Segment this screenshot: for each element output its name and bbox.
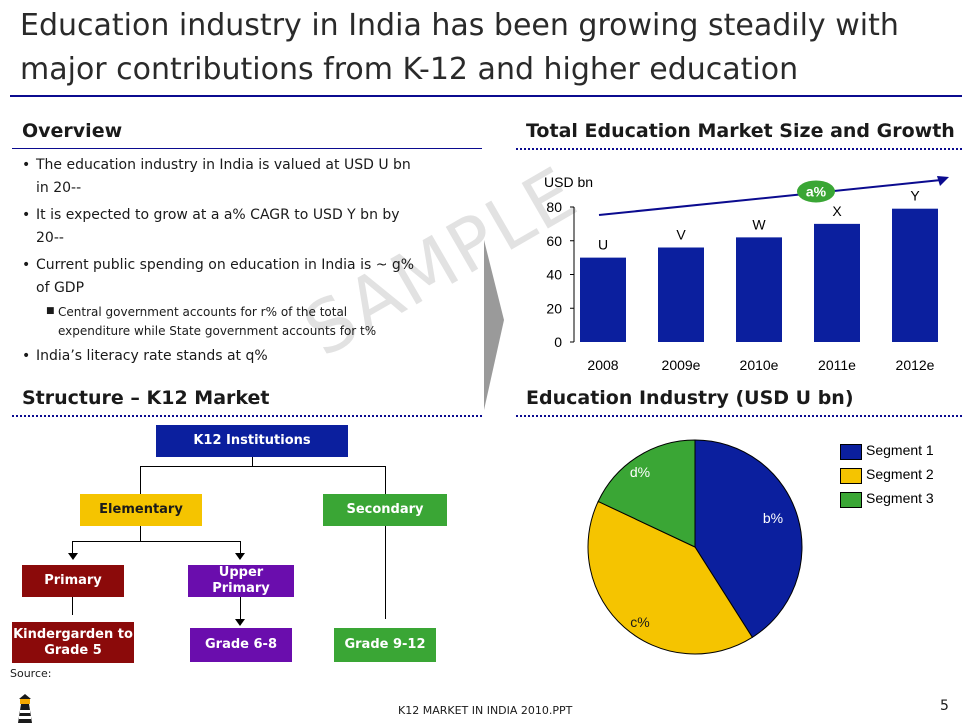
bullet-text-cont: of GDP [36, 280, 85, 296]
growth-arrowhead [937, 176, 949, 186]
overview-heading: Overview [22, 120, 123, 142]
legend-swatch-segment-2 [840, 468, 862, 484]
upper-primary-label: Upper Primary [212, 565, 270, 596]
sub-bullet-text-cont: expenditure while State government accou… [58, 324, 377, 338]
section-arrow [484, 240, 504, 410]
pie-slice [597, 439, 696, 548]
bullet-text: Current public spending on education in … [36, 257, 415, 273]
connector [72, 541, 241, 542]
k12-institutions-label: K12 Institutions [193, 433, 311, 448]
y-tick-label: 80 [546, 199, 562, 215]
bar [814, 223, 860, 342]
bar-data-label: V [676, 227, 686, 243]
legend-label: Segment 1 [866, 442, 934, 458]
title-rule [10, 95, 962, 97]
legend-swatch-segment-3 [840, 492, 862, 508]
y-tick-label: 40 [546, 267, 562, 283]
legend-label: Segment 2 [866, 466, 934, 482]
bullet-text: It is expected to grow at a a% CAGR to U… [36, 207, 400, 223]
bar-data-label: X [832, 203, 842, 219]
connector [240, 597, 241, 619]
bullet-text-cont: in 20-- [36, 180, 82, 196]
secondary-box: Secondary [323, 494, 447, 526]
page-title: Education industry in India has been gro… [20, 8, 899, 87]
overview-bullet: • It is expected to grow at a a% CAGR to… [22, 204, 462, 254]
overview-bullet: • India’s literacy rate stands at q% [22, 345, 462, 370]
elementary-box: Elementary [80, 494, 202, 526]
footer-file-name: K12 MARKET IN INDIA 2010.PPT [398, 704, 573, 717]
k12-institutions-box: K12 Institutions [156, 425, 348, 457]
upper-primary-box: Upper Primary [188, 565, 294, 597]
market-chart-divider [516, 148, 962, 150]
overview-bullet: • The education industry in India is val… [22, 154, 462, 204]
pie-legend: Segment 1 Segment 2 Segment 3 [836, 440, 966, 520]
y-tick-label: 0 [554, 334, 562, 350]
overview-divider [12, 148, 482, 149]
industry-chart-heading: Education Industry (USD U bn) [526, 387, 854, 409]
elementary-label: Elementary [99, 502, 183, 517]
overview-sub-bullet: ■ Central government accounts for r% of … [46, 303, 466, 343]
pie-slice [694, 439, 803, 639]
y-axis-label: USD bn [544, 174, 593, 190]
bar [892, 208, 938, 342]
pie-slice [587, 500, 754, 655]
primary-box: Primary [22, 565, 124, 597]
kindergarden-label-line1: Kindergarden to [13, 626, 133, 642]
legend-label: Segment 3 [866, 490, 934, 506]
legend-swatch-segment-1 [840, 444, 862, 460]
primary-label: Primary [44, 573, 102, 588]
x-tick-label: 2009e [662, 357, 701, 373]
bar-data-label: Y [910, 188, 920, 204]
bar [736, 237, 782, 342]
y-tick-label: 60 [546, 233, 562, 249]
bar-data-label: U [598, 237, 608, 253]
x-tick-label: 2010e [740, 357, 779, 373]
connector [140, 466, 141, 494]
industry-chart-divider [516, 415, 962, 417]
connector [385, 526, 386, 619]
structure-heading: Structure – K12 Market [22, 387, 270, 409]
bar [580, 257, 626, 342]
market-bar-chart: USD bn 0 20 40 60 80 U 2008 V 2009e W 2010e X 2011e Y 2… [544, 174, 949, 373]
lighthouse-logo-icon [18, 694, 32, 723]
connector [252, 457, 253, 467]
kindergarden-label-line2: Grade 5 [44, 642, 102, 658]
connector [72, 541, 73, 557]
grade-9-12-box: Grade 9-12 [334, 628, 436, 662]
growth-badge [797, 180, 835, 203]
growth-label: a% [806, 183, 827, 199]
market-chart-heading: Total Education Market Size and Growth [526, 120, 955, 142]
kindergarden-box: Kindergarden to Grade 5 [12, 622, 134, 663]
growth-arrow [598, 179, 942, 216]
y-tick-label: 20 [546, 300, 562, 316]
grade-6-8-label: Grade 6-8 [205, 637, 277, 652]
bullet-text: The education industry in India is value… [36, 157, 411, 173]
industry-pie-chart: b% c% d% [587, 439, 803, 655]
connector [72, 597, 73, 615]
page-number: 5 [940, 698, 949, 714]
bullet-text: India’s literacy rate stands at q% [36, 348, 268, 364]
secondary-label: Secondary [346, 502, 424, 517]
sub-bullet-text: Central government accounts for r% of th… [58, 305, 348, 319]
connector [140, 466, 386, 467]
overview-bullet: • Current public spending on education i… [22, 254, 462, 304]
pie-slice-label: c% [630, 614, 649, 630]
connector [140, 526, 141, 542]
connector-arrowheads [68, 553, 245, 626]
source-note: Source: [10, 667, 52, 680]
x-tick-label: 2008 [587, 357, 618, 373]
grade-6-8-box: Grade 6-8 [190, 628, 292, 662]
pie-slice-label: b% [763, 510, 783, 526]
grade-9-12-label: Grade 9-12 [344, 637, 426, 652]
bar [658, 247, 704, 342]
structure-divider [12, 415, 482, 417]
x-tick-label: 2012e [896, 357, 935, 373]
connector [385, 466, 386, 494]
bar-data-label: W [752, 216, 766, 232]
connector [240, 541, 241, 557]
pie-slice-label: d% [630, 464, 650, 480]
x-tick-label: 2011e [818, 357, 856, 373]
bullet-text-cont: 20-- [36, 230, 64, 246]
